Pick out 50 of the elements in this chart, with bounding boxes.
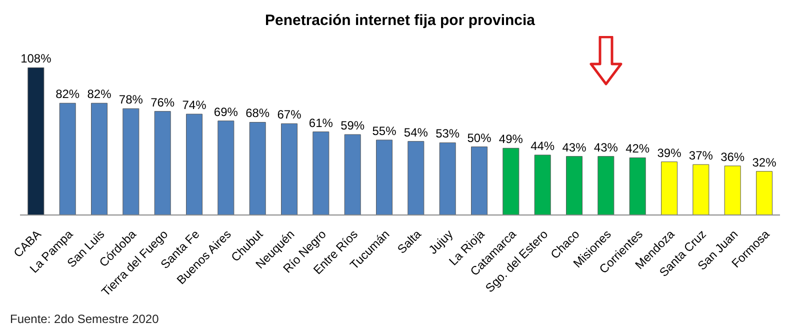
bar bbox=[661, 162, 678, 215]
data-label: 36% bbox=[720, 150, 745, 164]
bar bbox=[756, 171, 772, 215]
chart-title: Penetración internet fija por provincia bbox=[264, 12, 536, 29]
bar bbox=[471, 146, 488, 215]
data-label: 82% bbox=[56, 87, 80, 102]
bar bbox=[598, 156, 614, 215]
bar bbox=[408, 141, 424, 215]
bar bbox=[502, 148, 520, 215]
bar bbox=[91, 102, 108, 215]
data-label: 76% bbox=[150, 95, 175, 110]
bar bbox=[122, 108, 140, 215]
data-label: 37% bbox=[688, 148, 714, 163]
data-label: 43% bbox=[562, 140, 587, 154]
source-note: Fuente: 2do Semestre 2020 bbox=[10, 312, 159, 326]
bar bbox=[28, 67, 44, 215]
data-label: 43% bbox=[594, 140, 618, 154]
bar bbox=[692, 164, 710, 215]
bar bbox=[724, 166, 741, 215]
bar bbox=[281, 123, 298, 215]
data-label: 69% bbox=[214, 104, 238, 119]
data-label: 108% bbox=[20, 52, 52, 66]
data-label: 44% bbox=[530, 138, 555, 153]
bar bbox=[534, 154, 551, 215]
bar bbox=[59, 102, 76, 215]
bar bbox=[566, 156, 582, 215]
data-label: 59% bbox=[340, 118, 365, 133]
bar bbox=[376, 140, 392, 215]
data-label: 49% bbox=[498, 132, 524, 146]
data-label: 32% bbox=[752, 155, 777, 170]
bar bbox=[249, 122, 266, 215]
data-label: 42% bbox=[626, 142, 650, 156]
data-label: 82% bbox=[87, 87, 112, 102]
data-label: 54% bbox=[404, 125, 428, 140]
bar bbox=[218, 120, 234, 215]
data-label: 68% bbox=[246, 106, 270, 120]
data-label: 55% bbox=[372, 124, 397, 138]
data-label: 39% bbox=[657, 146, 682, 160]
bar bbox=[344, 134, 361, 215]
bar bbox=[186, 114, 202, 215]
data-label: 61% bbox=[308, 116, 334, 130]
data-label: 53% bbox=[436, 126, 460, 141]
data-label: 67% bbox=[277, 108, 302, 122]
data-label: 50% bbox=[467, 130, 492, 145]
bar bbox=[154, 111, 171, 215]
bar bbox=[439, 142, 456, 215]
data-label: 74% bbox=[182, 98, 207, 112]
bar bbox=[629, 157, 646, 215]
data-label: 78% bbox=[118, 92, 144, 107]
bar bbox=[312, 132, 330, 215]
